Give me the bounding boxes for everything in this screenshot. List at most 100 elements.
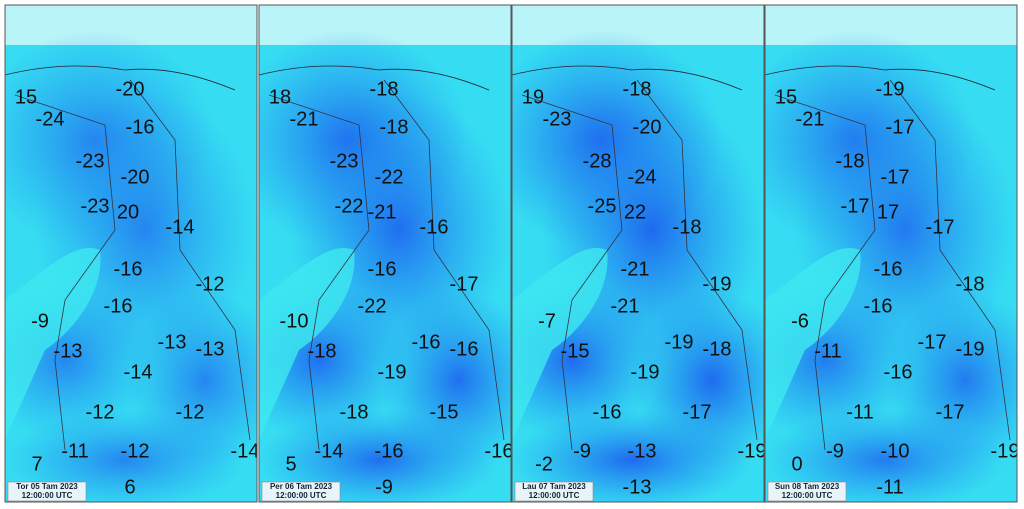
temperature-label: 19 (522, 86, 544, 108)
coast (765, 65, 996, 91)
temperature-label: -18 (308, 340, 337, 362)
temperature-label: -17 (936, 401, 965, 423)
temperature-label: -13 (158, 331, 187, 353)
temperature-label: 5 (285, 453, 296, 475)
temperature-label: -12 (196, 273, 225, 295)
border (14, 79, 251, 451)
panel: 15 -19-21 -17-18-17-17 17-17-16-18-16-6-11-… (765, 5, 1020, 502)
date-box (767, 481, 847, 502)
temperature-label: -15 (430, 401, 459, 423)
temperature-label: -10 (881, 440, 910, 462)
temperature-label: -17 (886, 116, 915, 138)
coast (5, 65, 236, 91)
temperature-label: -14 (231, 440, 260, 462)
temperature-label: -13 (623, 476, 652, 498)
temperature-label: -23 (81, 195, 110, 217)
temperature-label: -12 (86, 401, 115, 423)
temperature-label: -21 (796, 108, 825, 130)
gulf (512, 248, 608, 440)
temperature-label: -25 (588, 195, 617, 217)
temperature-label: -21 (611, 295, 640, 317)
temperature-label: -18 (623, 78, 652, 100)
panel: 19 -18 -23 -20 -28 -24 -25 22 -18 -21 -19 -21 -7-15 -… (512, 5, 767, 502)
temperature-label: -7 (538, 310, 556, 332)
temperature-label: -19 (991, 440, 1020, 462)
temperature-label: -16 (593, 401, 622, 423)
gulf (259, 248, 355, 440)
temperature-label: -16 (412, 331, 441, 353)
temperature-label: -21 (290, 108, 319, 130)
temperature-label: -19 (956, 338, 985, 360)
temperature-label: -18 (703, 338, 732, 360)
temperature-label: -20 (116, 78, 145, 100)
cold-area (5, 410, 245, 502)
temperature-label: -9 (375, 476, 393, 498)
temperature-label: -16 (420, 216, 449, 238)
temperature-label: 15 (15, 86, 37, 108)
temperature-label: -10 (280, 310, 309, 332)
temperature-label: 18 (269, 86, 291, 108)
temperature-label: 0 (791, 453, 802, 475)
temperature-label: -19 (378, 361, 407, 383)
panel-frame (511, 4, 765, 503)
panel-frame (258, 4, 512, 503)
temperature-label: -16 (874, 258, 903, 280)
temperature-label: 15 (775, 86, 797, 108)
temperature-label: -21 (368, 201, 397, 223)
time-label: 12:00:00 UTC (276, 491, 327, 500)
temperature-label: -28 (583, 150, 612, 172)
temperature-label: -17 (683, 401, 712, 423)
temperature-label: -20 (633, 116, 662, 138)
date-box (514, 481, 594, 502)
time-label: 12:00:00 UTC (782, 491, 833, 500)
temperature-label: -16 (114, 258, 143, 280)
temperature-label: -12 (121, 440, 150, 462)
panel: 18 -18-21 -18-23-22-22 -21-16-16-17-22-10-1… (259, 5, 514, 502)
cold-area (765, 410, 1005, 502)
temperature-label: -24 (628, 166, 657, 188)
temperature-label: -11 (846, 401, 873, 423)
temperature-label: -11 (876, 476, 903, 498)
temperature-label: -9 (31, 310, 49, 332)
date-label: Tor 05 Tam 2023 (16, 482, 78, 491)
temperature-label: -16 (884, 361, 913, 383)
temperature-label: -14 (315, 440, 344, 462)
temperature-label: -17 (881, 166, 910, 188)
temperature-label: -12 (176, 401, 205, 423)
temperature-label: -16 (450, 338, 479, 360)
temperature-label: -16 (485, 440, 514, 462)
gulf (5, 248, 101, 440)
temperature-label: -20 (121, 166, 150, 188)
temperature-label: -19 (631, 361, 660, 383)
temperature-label: -18 (673, 216, 702, 238)
date-box (261, 481, 341, 502)
temperature-label: 22 (624, 201, 646, 223)
temperature-label: 6 (124, 476, 135, 498)
cold-area (259, 410, 499, 502)
gulf (765, 248, 861, 440)
temperature-label: 17 (877, 201, 899, 223)
temperature-label: -17 (926, 216, 955, 238)
date-box (7, 481, 87, 502)
temperature-label: -19 (665, 331, 694, 353)
panel-frame (764, 4, 1018, 503)
time-label: 12:00:00 UTC (529, 491, 580, 500)
temperature-label: -22 (358, 295, 387, 317)
border (521, 79, 758, 451)
temperature-label: -16 (368, 258, 397, 280)
temperature-label: -19 (738, 440, 767, 462)
temperature-label: -22 (335, 195, 364, 217)
temperature-label: -23 (76, 150, 105, 172)
temperature-label: -18 (340, 401, 369, 423)
cold-area (512, 410, 752, 502)
temperature-label: -18 (380, 116, 409, 138)
temperature-label: -13 (628, 440, 657, 462)
temperature-label: -16 (104, 295, 133, 317)
temperature-label: -13 (54, 340, 83, 362)
temperature-label: -9 (573, 440, 591, 462)
temperature-label: -21 (621, 258, 650, 280)
temperature-label: -18 (956, 273, 985, 295)
date-label: Sun 08 Tam 2023 (775, 482, 840, 491)
temperature-label: -18 (836, 150, 865, 172)
